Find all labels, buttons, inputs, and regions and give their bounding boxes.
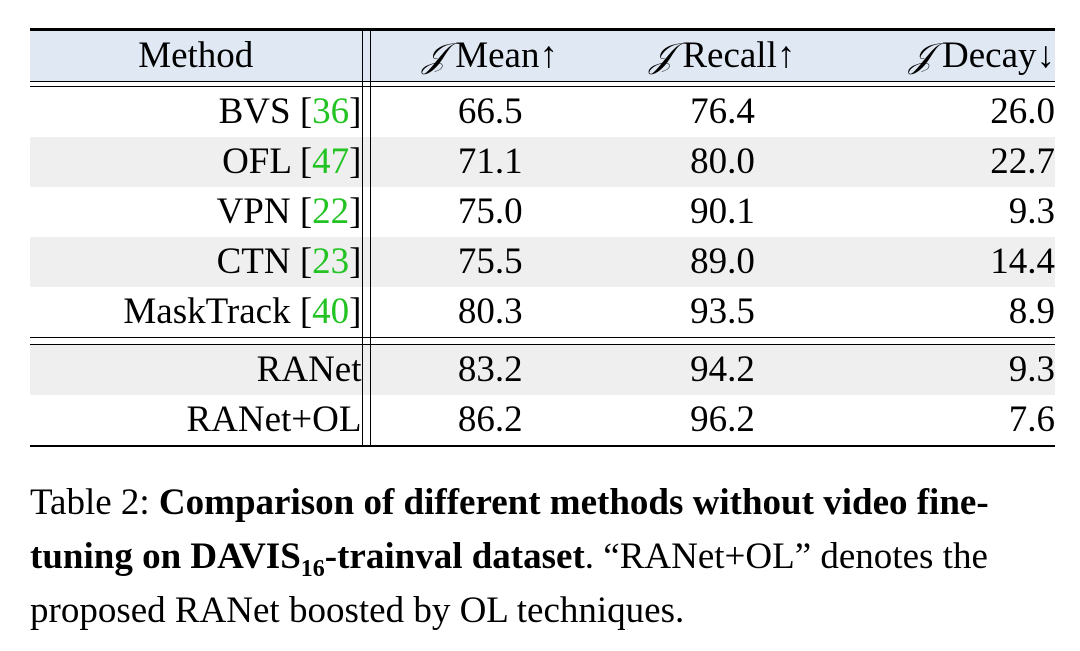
caption-bold-title: Comparison of different methods without … <box>30 482 989 582</box>
decay-cell: 9.3 <box>835 344 1055 395</box>
mean-cell: 75.0 <box>457 191 523 232</box>
table-row: MaskTrack [40] 80.3 93.5 8.9 <box>30 287 1055 338</box>
citation-link[interactable]: 40 <box>312 291 350 332</box>
method-cell: VPN [22] <box>216 191 362 232</box>
decay-cell-best: 7.6 <box>835 395 1055 447</box>
header-method: Method <box>30 28 362 82</box>
table-row: BVS [36] 66.5 76.4 26.0 <box>30 86 1055 137</box>
method-cell: OFL [47] <box>30 137 362 187</box>
table-row: CTN [23] 75.5 89.0 14.4 <box>30 237 1055 287</box>
j-symbol: 𝒥 <box>649 36 674 76</box>
mean-cell: 66.5 <box>457 91 523 132</box>
decay-cell: 9.3 <box>1008 191 1055 232</box>
citation-link[interactable]: 22 <box>312 191 350 232</box>
caption-subscript: 16 <box>300 556 325 582</box>
recall-cell: 94.2 <box>610 344 835 395</box>
recall-cell: 90.1 <box>690 191 755 232</box>
header-j-recall: 𝒥 Recall↑ <box>610 28 835 82</box>
comparison-table: Method 𝒥 Mean↑ 𝒥 Recall↑ 𝒥 Decay↓ BVS [3… <box>30 28 1055 447</box>
caption-description: . “RANet+OL” denotes the proposed RANet … <box>30 536 988 631</box>
mean-cell: 71.1 <box>370 137 610 187</box>
method-cell: RANet <box>30 344 362 395</box>
table-row: RANet 83.2 94.2 9.3 <box>30 344 1055 395</box>
recall-cell: 89.0 <box>610 237 835 287</box>
method-cell: BVS [36] <box>218 91 362 132</box>
header-j-mean: 𝒥 Mean↑ <box>370 28 610 82</box>
recall-cell: 80.0 <box>610 137 835 187</box>
decay-cell: 8.9 <box>1008 291 1055 332</box>
j-symbol: 𝒥 <box>422 36 446 76</box>
group-double-rule <box>30 337 1055 345</box>
citation-link[interactable]: 23 <box>312 241 350 282</box>
recall-cell: 93.5 <box>690 291 755 332</box>
recall-cell-best: 96.2 <box>610 395 835 447</box>
header-j-decay: 𝒥 Decay↓ <box>835 28 1055 82</box>
method-cell: CTN [23] <box>30 237 362 287</box>
method-cell: RANet+OL <box>30 395 362 447</box>
header-mean-label: Mean↑ <box>455 35 558 76</box>
comparison-table-container: Method 𝒥 Mean↑ 𝒥 Recall↑ 𝒥 Decay↓ BVS [3… <box>30 28 1055 447</box>
mean-cell: 75.5 <box>370 237 610 287</box>
table-row: VPN [22] 75.0 90.1 9.3 <box>30 187 1055 237</box>
recall-cell: 76.4 <box>690 91 755 132</box>
j-symbol: 𝒥 <box>909 36 933 76</box>
citation-link[interactable]: 36 <box>312 91 350 132</box>
decay-cell: 22.7 <box>835 137 1055 187</box>
citation-link[interactable]: 47 <box>312 141 350 182</box>
decay-cell: 26.0 <box>990 91 1055 132</box>
caption-label: Table 2: <box>30 482 150 523</box>
table-row: RANet+OL 86.2 96.2 7.6 <box>30 395 1055 447</box>
header-double-rule <box>30 81 1055 87</box>
decay-cell: 14.4 <box>835 237 1055 287</box>
header-decay-label: Decay↓ <box>942 35 1055 76</box>
mean-cell-best: 86.2 <box>370 395 610 447</box>
table-row: OFL [47] 71.1 80.0 22.7 <box>30 137 1055 187</box>
mean-cell: 80.3 <box>457 291 523 332</box>
method-cell: MaskTrack [40] <box>123 291 362 332</box>
header-recall-label: Recall↑ <box>682 35 796 76</box>
table-caption: Table 2: Comparison of different methods… <box>30 476 1060 638</box>
mean-cell: 83.2 <box>370 344 610 395</box>
header-row: Method 𝒥 Mean↑ 𝒥 Recall↑ 𝒥 Decay↓ <box>30 28 1055 82</box>
column-separator <box>361 28 371 82</box>
